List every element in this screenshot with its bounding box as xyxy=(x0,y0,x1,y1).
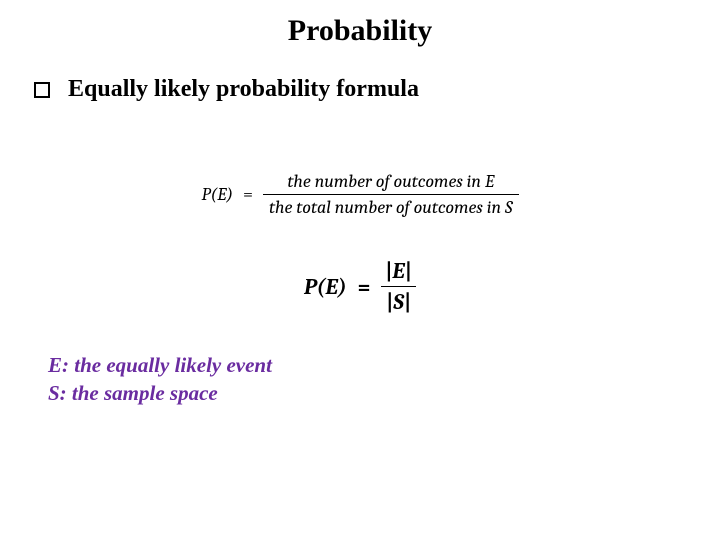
formula1-denominator: the total number of outcomes in S xyxy=(263,194,519,218)
formula2-num-var: E xyxy=(392,258,405,284)
slide: Probability Equally likely probability f… xyxy=(0,0,720,540)
formula1-lhs: P(E) xyxy=(202,184,234,205)
formula1-numerator: the number of outcomes in E xyxy=(263,171,519,194)
formula-words: P(E) = the number of outcomes in E the t… xyxy=(0,171,720,218)
definitions: E: the equally likely event S: the sampl… xyxy=(0,351,720,408)
formula-symbols: P(E) = |E| |S| xyxy=(0,258,720,315)
formula1-equals: = xyxy=(243,184,253,205)
definition-s: S: the sample space xyxy=(48,379,720,407)
page-title: Probability xyxy=(0,0,720,48)
square-bullet-icon xyxy=(34,82,50,98)
formula1-fraction: the number of outcomes in E the total nu… xyxy=(263,171,519,218)
bullet-text: Equally likely probability formula xyxy=(68,76,419,103)
bullet-item: Equally likely probability formula xyxy=(0,76,720,103)
formula2-equals: = xyxy=(358,274,371,300)
formula2-denominator: |S| xyxy=(381,286,416,315)
definition-e: E: the equally likely event xyxy=(48,351,720,379)
formula2-lhs-text: P(E) xyxy=(304,274,347,300)
formula2-fraction: |E| |S| xyxy=(381,258,416,315)
formula2-numerator: |E| xyxy=(381,258,416,286)
formula2-lhs: P(E) xyxy=(304,274,347,300)
formula2-den-var: S xyxy=(393,289,404,315)
